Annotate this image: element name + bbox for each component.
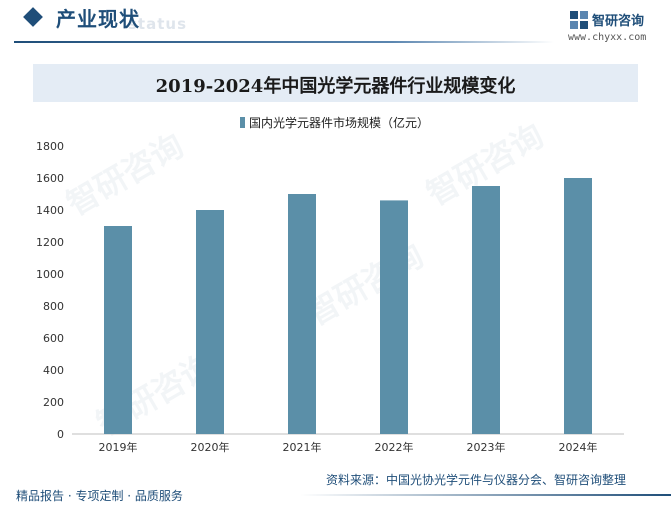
header-divider — [14, 41, 554, 43]
legend-swatch — [240, 117, 245, 128]
y-tick-label: 1200 — [36, 236, 64, 249]
y-tick-label: 400 — [43, 364, 64, 377]
bar — [564, 178, 592, 434]
y-tick-label: 0 — [57, 428, 64, 441]
chart-title: 2019-2024年中国光学元器件行业规模变化 — [155, 76, 516, 97]
y-tick-label: 600 — [43, 332, 64, 345]
y-tick-label: 1800 — [36, 140, 64, 153]
x-tick-label: 2020年 — [191, 440, 230, 454]
y-tick-label: 1600 — [36, 172, 64, 185]
x-tick-label: 2021年 — [283, 440, 322, 454]
footer-slogan: 精品报告 · 专项定制 · 品质服务 — [16, 489, 183, 503]
source-note: 资料来源：中国光协光学元件与仪器分会、智研咨询整理 — [326, 473, 627, 487]
footer-divider — [300, 494, 671, 496]
section-title: 产业现状 — [56, 7, 140, 31]
bar — [104, 226, 132, 434]
brand-name: 智研咨询 — [592, 14, 645, 29]
x-tick-label: 2019年 — [99, 440, 138, 454]
section-subtitle: status — [128, 15, 187, 33]
chart-title-band: 2019-2024年中国光学元器件行业规模变化 — [33, 64, 638, 102]
legend-label: 国内光学元器件市场规模（亿元） — [249, 116, 430, 130]
x-tick-label: 2024年 — [559, 440, 598, 454]
brand-logo: 智研咨询 www.chyxx.com — [564, 8, 664, 44]
bar — [472, 186, 500, 434]
header: status 产业现状 智研咨询 www.chyxx.com — [0, 0, 671, 44]
brand-url: www.chyxx.com — [568, 32, 647, 43]
chart-legend: 国内光学元器件市场规模（亿元） — [240, 112, 430, 130]
bar — [380, 200, 408, 434]
bar — [196, 210, 224, 434]
y-tick-label: 1400 — [36, 204, 64, 217]
brand-mark-icon — [570, 11, 588, 29]
x-tick-label: 2022年 — [375, 440, 414, 454]
x-tick-label: 2023年 — [467, 440, 506, 454]
bar — [288, 194, 316, 434]
y-tick-label: 1000 — [36, 268, 64, 281]
y-tick-label: 200 — [43, 396, 64, 409]
y-tick-label: 800 — [43, 300, 64, 313]
